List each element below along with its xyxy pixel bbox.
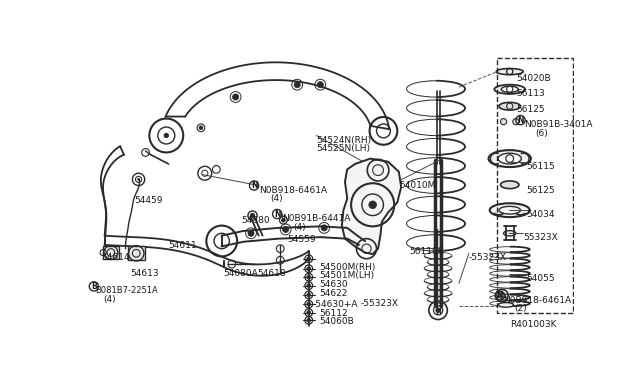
Text: 54034: 54034 bbox=[527, 210, 555, 219]
Circle shape bbox=[307, 257, 310, 261]
Ellipse shape bbox=[488, 150, 531, 167]
Circle shape bbox=[307, 302, 310, 306]
Circle shape bbox=[436, 308, 440, 312]
Text: 56115: 56115 bbox=[527, 162, 556, 171]
Text: (4): (4) bbox=[103, 295, 116, 304]
Text: N0B918-6461A: N0B918-6461A bbox=[504, 296, 572, 305]
Circle shape bbox=[307, 318, 310, 322]
Circle shape bbox=[513, 119, 519, 125]
Circle shape bbox=[307, 267, 310, 271]
Circle shape bbox=[232, 94, 239, 100]
Circle shape bbox=[317, 81, 323, 88]
Text: N0B91B-3401A: N0B91B-3401A bbox=[524, 120, 593, 129]
Text: 54613: 54613 bbox=[130, 269, 159, 279]
Text: N0B918-6461A: N0B918-6461A bbox=[259, 186, 328, 195]
Text: 54525N(LH): 54525N(LH) bbox=[316, 144, 371, 153]
Ellipse shape bbox=[496, 68, 523, 75]
Text: 56112: 56112 bbox=[319, 309, 348, 318]
Text: 54459: 54459 bbox=[134, 196, 163, 205]
Text: 54611: 54611 bbox=[168, 241, 196, 250]
Text: (4): (4) bbox=[293, 222, 306, 231]
Text: -55323X: -55323X bbox=[360, 299, 398, 308]
Circle shape bbox=[307, 293, 310, 297]
Circle shape bbox=[282, 218, 285, 222]
Text: 54500M(RH): 54500M(RH) bbox=[319, 263, 376, 272]
Circle shape bbox=[283, 226, 289, 232]
Circle shape bbox=[307, 275, 310, 279]
Text: (2): (2) bbox=[515, 304, 527, 313]
Text: 54630: 54630 bbox=[319, 280, 348, 289]
Text: 54618: 54618 bbox=[257, 269, 286, 279]
Circle shape bbox=[248, 230, 254, 236]
Text: N0B91B-6441A: N0B91B-6441A bbox=[283, 214, 351, 223]
Text: 56113: 56113 bbox=[516, 89, 545, 98]
Text: 56125: 56125 bbox=[516, 105, 545, 114]
Text: 54501M(LH): 54501M(LH) bbox=[319, 271, 374, 280]
Text: -54630+A: -54630+A bbox=[312, 299, 358, 308]
Circle shape bbox=[294, 81, 300, 88]
Text: 54020B: 54020B bbox=[516, 74, 551, 83]
Circle shape bbox=[250, 213, 255, 218]
Circle shape bbox=[199, 126, 203, 130]
Text: 54580: 54580 bbox=[242, 217, 270, 225]
Circle shape bbox=[369, 201, 376, 209]
Text: 54622: 54622 bbox=[319, 289, 348, 298]
Ellipse shape bbox=[501, 86, 518, 92]
Ellipse shape bbox=[500, 181, 519, 189]
Text: 54080A: 54080A bbox=[223, 269, 258, 279]
Polygon shape bbox=[103, 246, 118, 259]
Text: -55323X: -55323X bbox=[469, 253, 507, 262]
Text: B081B7-2251A: B081B7-2251A bbox=[95, 286, 158, 295]
Ellipse shape bbox=[498, 302, 513, 307]
Circle shape bbox=[307, 284, 310, 288]
Text: N: N bbox=[517, 116, 524, 125]
Text: 54055: 54055 bbox=[527, 274, 556, 283]
Ellipse shape bbox=[490, 203, 530, 217]
Text: N: N bbox=[274, 209, 280, 218]
Ellipse shape bbox=[494, 85, 525, 94]
Text: 54559: 54559 bbox=[287, 235, 316, 244]
Polygon shape bbox=[128, 246, 145, 260]
Text: (4): (4) bbox=[270, 194, 283, 203]
Circle shape bbox=[138, 178, 140, 180]
Text: 55323X: 55323X bbox=[524, 232, 558, 241]
Text: (6): (6) bbox=[535, 129, 548, 138]
Text: N: N bbox=[251, 181, 257, 190]
Text: B: B bbox=[91, 282, 97, 291]
Text: 54060B: 54060B bbox=[319, 317, 355, 326]
Circle shape bbox=[307, 311, 310, 314]
Text: 54524N(RH): 54524N(RH) bbox=[316, 135, 372, 144]
Circle shape bbox=[321, 225, 327, 231]
Ellipse shape bbox=[504, 231, 516, 236]
Text: 54614: 54614 bbox=[101, 253, 129, 262]
Text: 54010M: 54010M bbox=[399, 181, 435, 190]
Ellipse shape bbox=[499, 102, 520, 110]
Text: R401003K: R401003K bbox=[509, 320, 556, 329]
Text: N: N bbox=[497, 291, 503, 300]
Circle shape bbox=[500, 119, 507, 125]
Circle shape bbox=[164, 133, 168, 138]
Text: 56110K: 56110K bbox=[409, 247, 444, 256]
Polygon shape bbox=[342, 158, 401, 254]
Text: 56125: 56125 bbox=[527, 186, 556, 195]
Ellipse shape bbox=[498, 153, 521, 164]
